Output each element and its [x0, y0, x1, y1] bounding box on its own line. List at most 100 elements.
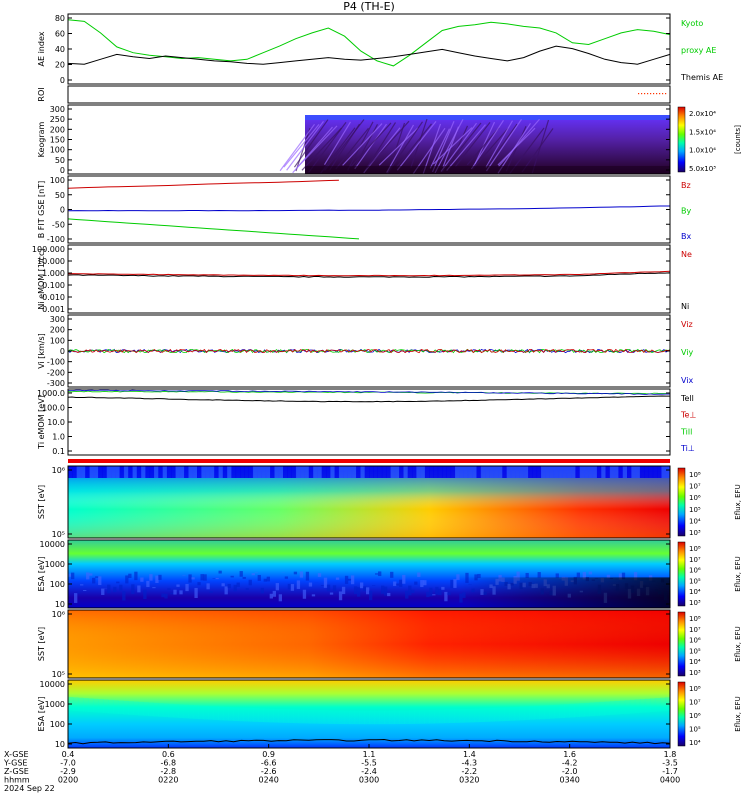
- esa-e-noise-cell: [89, 573, 92, 575]
- sst_i-colorbar-tick: 10³: [689, 669, 701, 677]
- sst-e-top-cell: [653, 466, 658, 478]
- ae-frame: [68, 14, 670, 84]
- sst-e-top-cell: [317, 466, 322, 478]
- sst-e-top-cell: [382, 466, 387, 478]
- esa_i-ytick-label: 100: [50, 720, 65, 729]
- sst-e-top-cell: [240, 466, 245, 478]
- esa-i-band-cell: [610, 701, 615, 715]
- esa-i-band-cell: [635, 699, 640, 713]
- sst-e-top-cell: [610, 466, 615, 478]
- sst-e-top-cell: [68, 466, 73, 478]
- roi-marker: [650, 93, 651, 94]
- ne-line: [68, 271, 670, 276]
- esa-i-band-cell: [650, 698, 655, 712]
- sst-e-top-cell: [197, 466, 202, 478]
- sst-e-top-cell: [133, 466, 138, 478]
- bfield-legend-item: Bz: [681, 181, 691, 190]
- bfield-ytick-label: 50: [55, 191, 65, 200]
- esa-i-band-cell: [595, 702, 600, 716]
- sst-e-top-cell: [408, 466, 413, 478]
- esa-i-band-cell: [630, 700, 635, 714]
- esa_i-ytick-label: 10: [55, 740, 65, 749]
- sst_e-colorbar-tick: 10⁷: [689, 483, 701, 491]
- velocity-legend-item: Viz: [681, 320, 693, 329]
- sst-e-top-cell: [657, 466, 662, 478]
- sst_e-colorbar-tick: 10⁴: [689, 517, 701, 525]
- spacecraft-mode-bar: [68, 459, 670, 463]
- sst-e-top-cell: [274, 466, 279, 478]
- esa-i-band-cell: [474, 709, 479, 723]
- esa-i-band-cell: [404, 710, 409, 724]
- sst-e-top-cell: [421, 466, 426, 478]
- esa-i-band-cell: [183, 705, 188, 719]
- temperature-legend-item: Te⊥: [680, 411, 696, 420]
- sst-e-top-cell: [395, 466, 400, 478]
- esa-i-band-cell: [269, 709, 274, 723]
- sst-e-top-cell: [468, 466, 473, 478]
- sst_i-colorbar: [678, 612, 685, 676]
- esa-i-band-cell: [520, 707, 525, 721]
- esa-i-band-cell: [324, 710, 329, 724]
- sst-e-top-cell: [464, 466, 469, 478]
- sst-e-top-cell: [335, 466, 340, 478]
- esa-i-band-cell: [459, 709, 464, 723]
- density-frame: [68, 245, 670, 313]
- sst-e-top-cell: [356, 466, 361, 478]
- esa-i-band-cell: [148, 703, 153, 717]
- esa-i-band-cell: [545, 705, 550, 719]
- ae-legend-item: Kyoto: [681, 19, 703, 28]
- esa-i-band-cell: [123, 701, 128, 715]
- sst-e-top-cell: [511, 466, 516, 478]
- sst-e-top-cell: [102, 466, 107, 478]
- sst-e-top-cell: [210, 466, 215, 478]
- sst-e-top-cell: [339, 466, 344, 478]
- velocity-ytick-label: 100: [50, 336, 65, 345]
- esa-i-band-cell: [244, 708, 249, 722]
- esa_e-colorbar-tick: 10⁵: [689, 577, 701, 585]
- sst_i-colorbar-tick: 10⁶: [689, 637, 701, 645]
- sst-e-top-cell: [296, 466, 301, 478]
- esa-i-band-cell: [369, 711, 374, 725]
- esa-i-band-cell: [354, 711, 359, 725]
- sst-e-top-cell: [489, 466, 494, 478]
- esa_e-colorbar-unit: Eflux, EFU: [734, 556, 742, 591]
- esa_e-colorbar-tick: 10⁷: [689, 556, 701, 564]
- sst_i-colorbar-tick: 10⁵: [689, 647, 701, 655]
- esa-e-noise-cell: [589, 572, 592, 575]
- esa_e-ylabel: ESA [eV]: [37, 557, 46, 592]
- esa-e-noise-cell: [231, 576, 234, 578]
- density-legend-item: Ne: [681, 250, 692, 259]
- sst-e-top-cell: [201, 466, 206, 478]
- sst-e-top-cell: [330, 466, 335, 478]
- sst-e-top-cell: [391, 466, 396, 478]
- sst-e-top-cell: [442, 466, 447, 478]
- by-line: [68, 206, 670, 211]
- sst-e-top-cell: [438, 466, 443, 478]
- sst-e-top-cell: [537, 466, 542, 478]
- esa-i-band-cell: [379, 711, 384, 725]
- keogram-ytick-label: 300: [50, 105, 65, 114]
- tell-line: [68, 396, 670, 402]
- sst-e-top-cell: [472, 466, 477, 478]
- sst-e-top-cell: [494, 466, 499, 478]
- esa-i-band-cell: [83, 698, 88, 712]
- time-tick-label: 0400: [660, 776, 680, 785]
- sst-e-top-cell: [614, 466, 619, 478]
- esa-e-noise-cell: [556, 573, 559, 577]
- esa-i-band-cell: [249, 708, 254, 722]
- sst-e-top-cell: [524, 466, 529, 478]
- ae-ylabel: AE index: [37, 31, 46, 66]
- sst-e-top-cell: [498, 466, 503, 478]
- velocity-ytick-label: 0: [60, 347, 65, 356]
- esa-i-band-cell: [560, 704, 565, 718]
- esa-i-band-cell: [514, 707, 519, 721]
- esa-i-band-cell: [399, 710, 404, 724]
- keogram-ytick-label: 50: [55, 156, 65, 165]
- sst-e-top-cell: [98, 466, 103, 478]
- esa-i-band-cell: [414, 710, 419, 724]
- esa-i-band-cell: [329, 710, 334, 724]
- sst-e-top-cell: [236, 466, 241, 478]
- sst-e-top-cell: [167, 466, 172, 478]
- roi-marker: [641, 93, 642, 94]
- bfield-ytick-label: -100: [47, 235, 65, 244]
